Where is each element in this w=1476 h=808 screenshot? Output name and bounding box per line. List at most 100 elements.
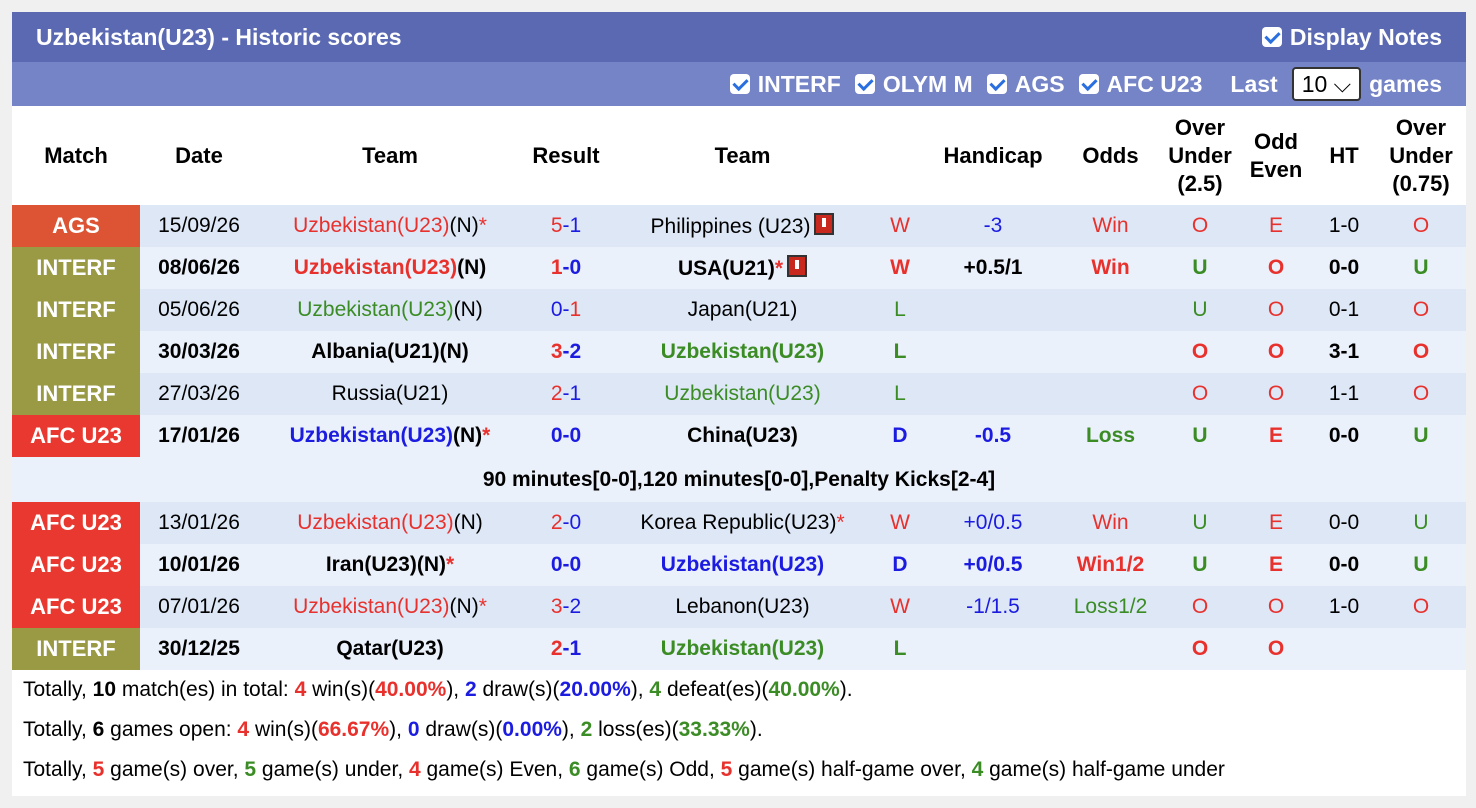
result: 1-0 [522,247,610,289]
away-score: 1 [569,637,582,660]
header-row: Match Date Team Result Team Handicap Odds Over … [12,106,1466,205]
match-type: AFC U23 [12,415,140,457]
handicap-cell: +0/0.5 [925,502,1061,544]
filters: INTERF OLYM M AGS AFC U23 [729,70,1217,98]
match-row: AFC U23 10/01/26 Iran(U23)(N)* 0-0 Uzbekista… [12,544,1466,586]
home-star: * [478,214,487,237]
score-sep: - [562,424,570,447]
odd-even-cell: O [1240,628,1312,670]
win-loss: L [893,637,907,660]
score-sep: - [562,298,570,321]
home-team: Albania(U21) [311,340,440,363]
summary-text: ), [630,678,650,701]
summary-text: loss(es)( [592,718,679,741]
checkbox [854,73,875,94]
home-score: 3 [550,595,563,618]
odd-even-cell: E [1240,502,1312,544]
summary-line: Totally, 10 match(es) in total: 4 win(s)… [23,670,1466,710]
handicap: +0.5/1 [963,256,1023,279]
summary-text: 4 [971,758,984,781]
away-team: Lebanon(U23) [675,595,810,618]
home-neutral: (N) [439,340,469,363]
result: 2-0 [522,502,610,544]
home-neutral: (N) [416,553,446,576]
win-loss-cell: W [875,205,925,247]
home-team-cell: Uzbekistan(U23)(N)* [258,205,522,247]
win-loss-cell: L [875,628,925,670]
win-loss-cell: L [875,373,925,415]
match-row: INTERF 08/06/26 Uzbekistan(U23)(N) 1-0 USA(U… [12,247,1466,289]
match-row: INTERF 30/12/25 Qatar(U23) 2-1 Uzbekistan(U2… [12,628,1466,670]
last-select[interactable]: 10 ⌵ [1291,67,1362,101]
filter[interactable]: AGS [986,70,1065,97]
over-under: U [1192,424,1208,447]
checkbox [1078,73,1099,94]
away-score: 0 [569,424,582,447]
odds: Win [1092,214,1129,237]
title-bar: Uzbekistan(U23) - Historic scores Displa… [12,12,1466,62]
odd-even: O [1267,637,1285,660]
display-notes[interactable]: Display Notes [1261,24,1442,51]
summary-text: 20.00% [559,678,631,701]
handicap-cell: -3 [925,205,1061,247]
over-under: O [1191,214,1209,237]
away-score: 1 [569,298,582,321]
summary-text: 33.33% [678,718,750,741]
win-loss-cell: L [875,289,925,331]
note-row: 90 minutes[0-0],120 minutes[0-0],Penalty… [12,457,1466,502]
home-neutral: (N) [449,595,479,618]
home-score: 2 [550,637,563,660]
handicap-cell [925,373,1061,415]
half-time: 0-0 [1328,256,1360,279]
column-header: Team [714,142,771,168]
summary-text: 40.00% [375,678,447,701]
column-header: Odds [1082,142,1139,168]
half-time: 3-1 [1328,340,1360,363]
home-team: Uzbekistan(U23) [293,214,450,237]
over-under-half-cell: O [1376,586,1466,628]
half-time: 0-0 [1328,553,1360,576]
away-score: 0 [569,553,582,576]
result: 5-1 [522,205,610,247]
odd-even-cell: O [1240,586,1312,628]
handicap: +0/0.5 [963,511,1023,534]
over-under-cell: U [1160,415,1240,457]
result: 2-1 [522,628,610,670]
filter[interactable]: INTERF [729,71,841,97]
match-row: INTERF 05/06/26 Uzbekistan(U23)(N) 0-1 Japan… [12,289,1466,331]
half-time: 1-0 [1328,214,1360,237]
odd-even-cell: O [1240,373,1312,415]
win-loss: D [892,553,908,576]
win-loss-cell: W [875,502,925,544]
summary-text: 2 [580,718,593,741]
home-score: 5 [550,214,563,237]
summary: Totally, 10 match(es) in total: 4 win(s)… [12,670,1466,790]
win-loss-cell: W [875,247,925,289]
home-score: 2 [550,511,563,534]
column-header: Handicap [943,142,1043,168]
filter[interactable]: OLYM M [854,71,973,97]
away-score: 0 [569,256,582,279]
odd-even-cell: O [1240,247,1312,289]
match-type: INTERF [12,289,140,331]
filter-label: AGS [1014,70,1065,97]
over-under-cell: O [1160,628,1240,670]
half-time-cell: 1-1 [1312,373,1376,415]
last-value: 10 [1301,70,1328,97]
half-time: 0-0 [1328,511,1360,534]
summary-text: game(s) over, [104,758,245,781]
summary-text: game(s) half-game over, [732,758,972,781]
away-team: China(U23) [687,424,798,447]
over-under-half: U [1413,256,1429,279]
filter[interactable]: AFC U23 [1078,71,1202,97]
over-under: U [1192,553,1208,576]
odd-even: O [1267,340,1285,363]
over-under-half-cell: U [1376,415,1466,457]
home-team-cell: Iran(U23)(N)* [258,544,522,586]
win-loss-cell: D [875,544,925,586]
win-loss: W [890,595,910,618]
home-team: Uzbekistan(U23) [293,256,458,279]
match-row: AGS 15/09/26 Uzbekistan(U23)(N)* 5-1 Philipp… [12,205,1466,247]
date: 30/03/26 [140,331,258,373]
away-score: 2 [569,340,582,363]
